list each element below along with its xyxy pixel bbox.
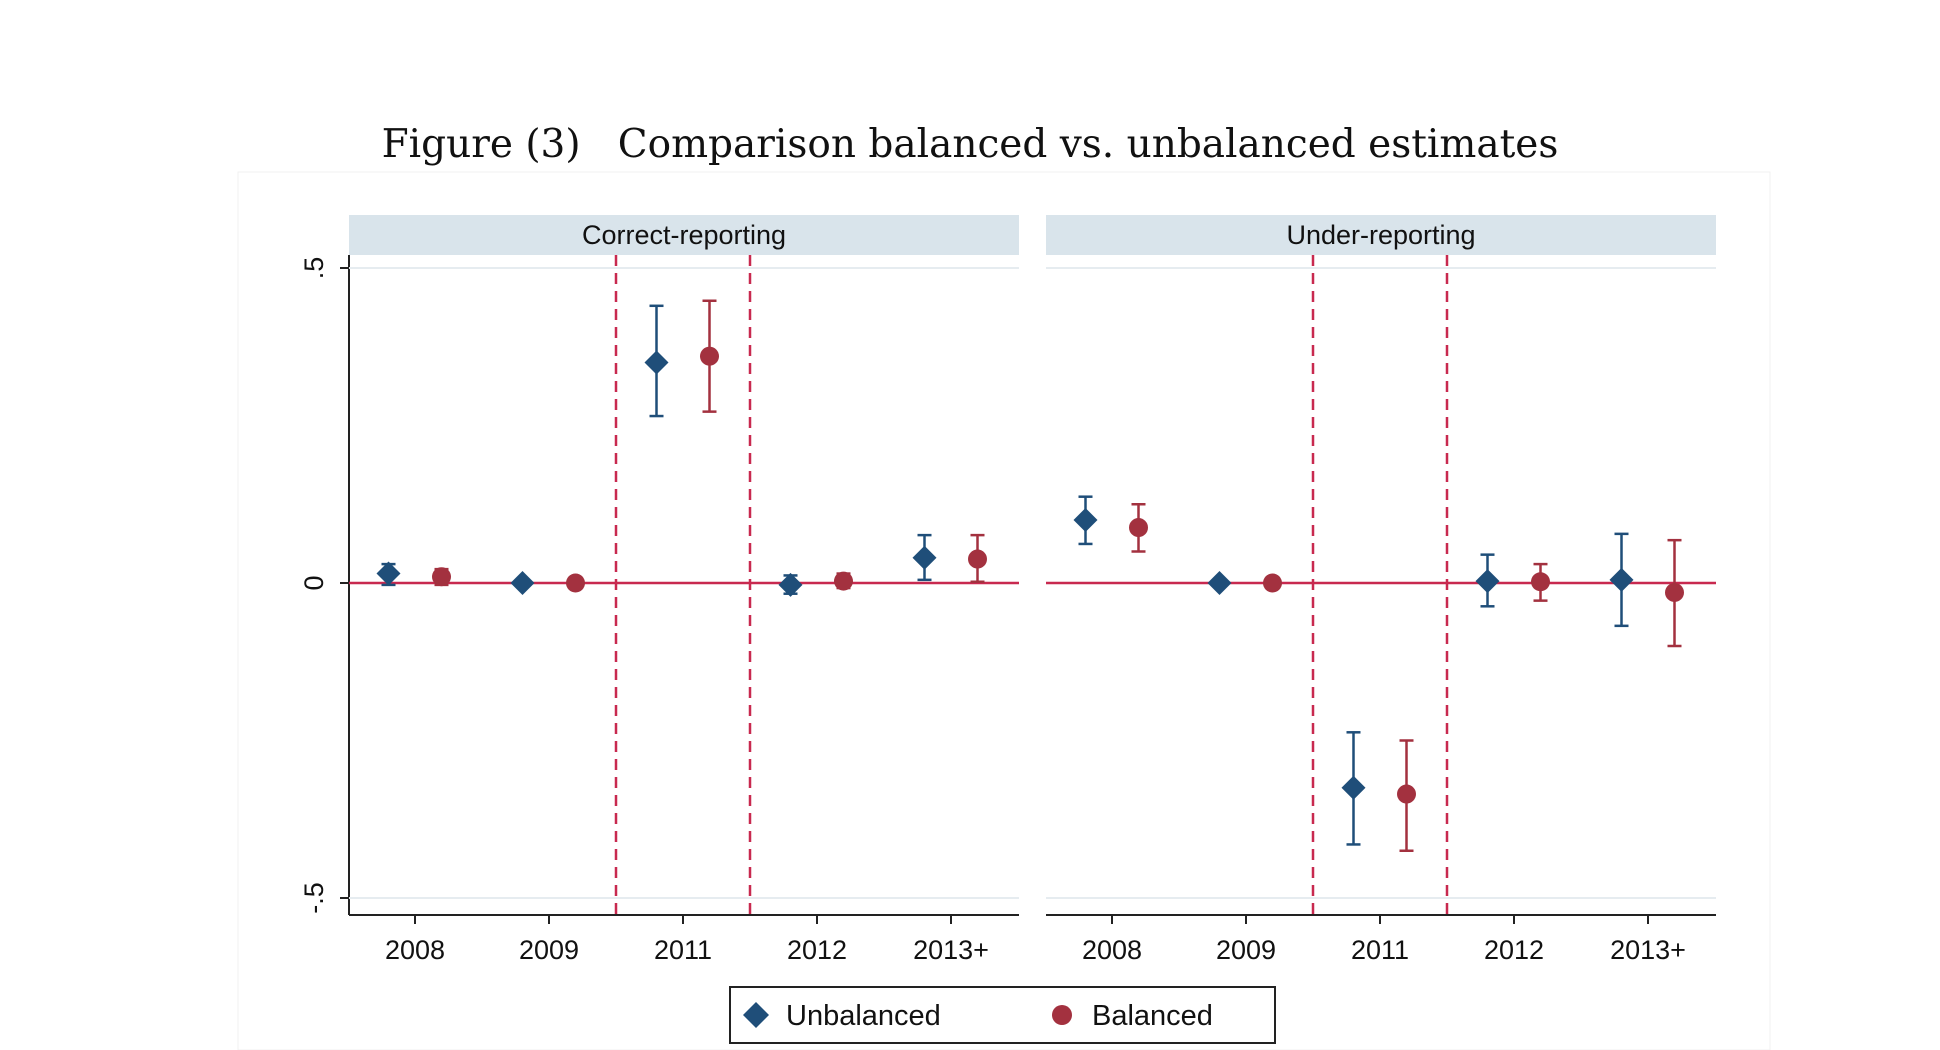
unbalanced-2008-point [376, 561, 401, 586]
x-tick-label: 2012 [1484, 935, 1544, 965]
unbalanced-2011-point [644, 350, 669, 375]
x-tick-label: 2011 [1351, 935, 1409, 965]
balanced-2008-point [432, 567, 451, 587]
unbalanced-2008-point [1073, 508, 1098, 532]
x-tick-label: 2009 [519, 935, 579, 965]
x-tick-label: 2008 [385, 935, 445, 965]
legend-box [729, 986, 1276, 1044]
unbalanced-2012-point [1475, 569, 1500, 594]
y-tick-label: 0 [299, 575, 329, 590]
balanced-2013plus-point [1665, 582, 1684, 602]
panel-title: Under-reporting [1286, 220, 1475, 250]
unbalanced-2009-point [510, 571, 535, 595]
legend: Unbalanced Balanced [729, 986, 1276, 1044]
balanced-2013plus-point [968, 549, 987, 569]
balanced-2011-point [1397, 784, 1416, 804]
y-tick-label: .5 [299, 257, 329, 280]
balanced-2008-point [1129, 518, 1148, 538]
x-tick-label: 2012 [787, 935, 847, 965]
panel-strip [1046, 215, 1716, 255]
x-tick-label: 2013+ [1610, 935, 1686, 965]
figure-caption: Figure (3) Comparison balanced vs. unbal… [381, 122, 1559, 167]
panel-under-reporting: Under-reporting 2008 2009 2011 2012 2013+ [1046, 215, 1716, 965]
legend-marker-unbalanced [743, 1002, 769, 1028]
legend-label-unbalanced: Unbalanced [786, 1000, 941, 1032]
unbalanced-2011-point [1341, 775, 1366, 800]
unbalanced-2009-point [1207, 571, 1232, 595]
unbalanced-2012-point [778, 572, 803, 597]
figure-frame [237, 171, 1771, 1050]
x-tick-label: 2009 [1216, 935, 1276, 965]
balanced-2012-point [1531, 572, 1550, 592]
panel-strip [349, 215, 1019, 255]
x-tick-label: 2013+ [913, 935, 989, 965]
panel-title: Correct-reporting [582, 220, 786, 250]
legend-marker-balanced [1052, 1005, 1072, 1025]
x-tick-label: 2011 [654, 935, 712, 965]
y-tick-label: -.5 [299, 882, 329, 914]
unbalanced-2013plus-point [912, 545, 937, 570]
balanced-2011-point [700, 346, 719, 366]
x-tick-label: 2008 [1082, 935, 1142, 965]
panel-correct-reporting: Correct-reporting 2008 2009 2011 2012 2013+ [349, 215, 1019, 965]
legend-label-balanced: Balanced [1092, 1000, 1213, 1032]
balanced-2012-point [834, 571, 853, 591]
balanced-2009-point [566, 573, 585, 593]
unbalanced-2013plus-point [1609, 567, 1634, 592]
plot-layer: .5 0 -.5 Correct-reporting 2008 2009 2011 2012 2… [299, 215, 1716, 965]
balanced-2009-point [1263, 573, 1282, 593]
